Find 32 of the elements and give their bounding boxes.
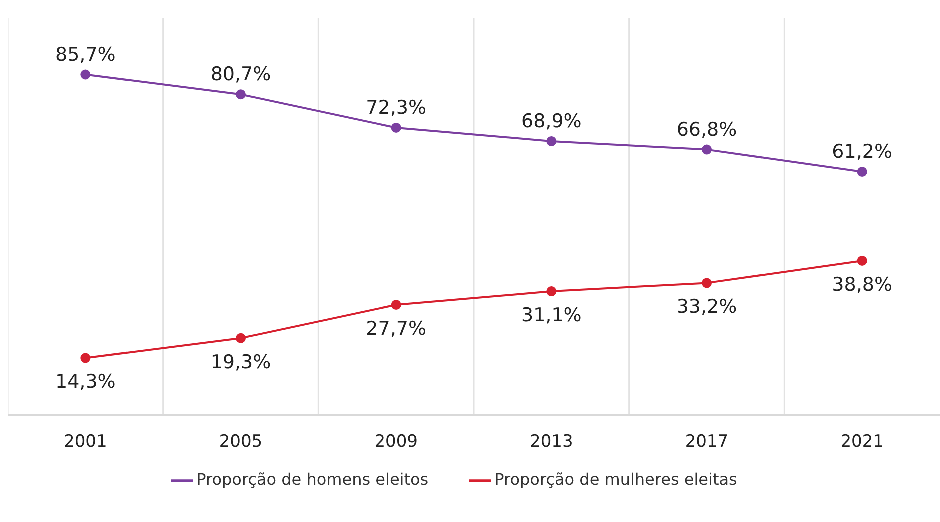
x-tick-label: 2005	[219, 432, 263, 452]
point	[391, 300, 402, 310]
legend-label: Proporção de mulheres eleitas	[494, 470, 738, 490]
x-tick-label: 2009	[374, 432, 418, 452]
data-label: 68,9%	[521, 110, 582, 132]
point	[80, 353, 91, 364]
data-label: 80,7%	[210, 64, 272, 86]
legend-label: Proporção de homens eleitos	[196, 470, 429, 490]
point	[702, 144, 712, 155]
point	[857, 256, 868, 266]
x-tick-label: 2013	[530, 432, 574, 452]
data-label: 85,7%	[55, 44, 116, 66]
point	[546, 286, 557, 297]
data-label: 14,3%	[55, 371, 116, 394]
point	[236, 90, 246, 100]
data-label: 19,3%	[210, 351, 272, 374]
point	[546, 136, 557, 146]
data-label: 66,8%	[676, 118, 738, 141]
point	[236, 333, 246, 344]
x-tick-label: 2001	[64, 432, 108, 452]
data-label: 38,8%	[832, 274, 893, 296]
point	[702, 278, 712, 288]
x-tick-label: 2017	[685, 432, 729, 452]
data-label: 33,2%	[676, 296, 738, 318]
data-label: 27,7%	[366, 318, 427, 340]
x-tick-label: 2021	[840, 432, 884, 452]
point	[391, 122, 402, 133]
data-label: 72,3%	[366, 96, 427, 119]
data-label: 31,1%	[521, 304, 582, 327]
point	[80, 70, 91, 80]
data-label: 61,2%	[832, 141, 893, 164]
point	[857, 167, 868, 178]
